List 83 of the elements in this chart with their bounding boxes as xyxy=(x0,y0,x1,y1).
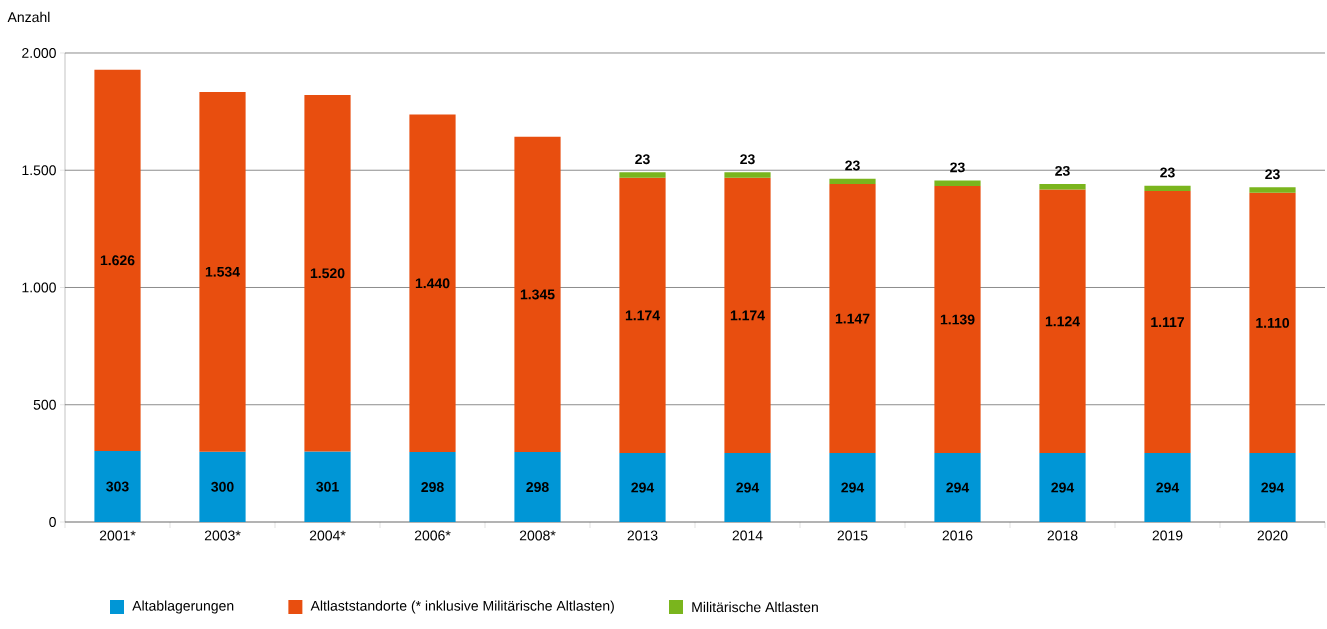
data-label: 298 xyxy=(421,482,444,493)
data-label: 294 xyxy=(946,482,970,493)
data-label: 1.440 xyxy=(415,278,450,289)
bar xyxy=(619,172,666,178)
bar xyxy=(619,453,666,522)
x-tick-label: 2003* xyxy=(204,530,241,541)
data-label: 1.147 xyxy=(835,313,870,324)
bar xyxy=(514,452,561,522)
data-label: 23 xyxy=(950,162,965,173)
bar xyxy=(829,184,876,454)
data-label: 23 xyxy=(635,154,650,165)
legend-label: Altlaststandorte (* inklusive Militärische Altlasten) xyxy=(310,600,614,614)
data-label: 23 xyxy=(1055,165,1070,176)
bar xyxy=(199,91,246,452)
bar xyxy=(829,178,876,185)
data-label: 1.520 xyxy=(310,268,345,279)
data-label: 1.124 xyxy=(1045,316,1080,327)
y-tick-label: 1.000 xyxy=(22,282,56,293)
x-tick-label: 2015 xyxy=(837,530,868,541)
bar xyxy=(1249,187,1296,193)
bar xyxy=(1144,191,1191,454)
bar xyxy=(619,177,666,454)
data-label: 23 xyxy=(845,160,860,171)
bar xyxy=(724,177,771,454)
data-label: 298 xyxy=(526,482,549,493)
bar xyxy=(1039,453,1086,522)
bar xyxy=(1039,184,1086,190)
bar xyxy=(934,185,981,454)
data-label: 300 xyxy=(211,481,234,492)
y-tick-label: 500 xyxy=(33,399,56,410)
bar xyxy=(514,136,561,453)
bar xyxy=(304,451,351,522)
bar xyxy=(724,453,771,522)
bar xyxy=(1249,453,1296,522)
bar xyxy=(1039,189,1086,454)
data-label: 303 xyxy=(106,481,129,492)
data-label: 23 xyxy=(1265,169,1280,180)
data-label: 1.139 xyxy=(940,314,975,325)
data-label: 294 xyxy=(631,482,655,493)
bar xyxy=(724,172,771,178)
data-label: 1.534 xyxy=(205,266,240,277)
bar xyxy=(409,452,456,522)
bar xyxy=(934,453,981,522)
bar xyxy=(1144,453,1191,522)
y-axis-title: Anzahl xyxy=(7,11,50,23)
data-label: 294 xyxy=(1261,482,1285,493)
bar xyxy=(304,94,351,452)
bar xyxy=(1249,192,1296,454)
legend-label: Altablagerungen xyxy=(132,600,234,614)
x-tick-label: 2019 xyxy=(1152,530,1183,541)
bar xyxy=(1144,185,1191,192)
x-tick-label: 2014 xyxy=(732,530,763,541)
x-tick-label: 2020 xyxy=(1257,530,1288,541)
y-tick-label: 1.500 xyxy=(22,165,56,176)
data-label: 1.117 xyxy=(1151,317,1185,327)
legend-label: Militärische Altlasten xyxy=(692,601,818,613)
bar xyxy=(934,180,981,186)
bar xyxy=(829,453,876,522)
x-tick-label: 2001* xyxy=(99,530,136,541)
data-label: 1.626 xyxy=(100,255,135,266)
data-label: 294 xyxy=(1051,482,1075,493)
bar xyxy=(409,114,456,453)
x-tick-label: 2004* xyxy=(309,530,346,541)
data-label: 1.174 xyxy=(730,310,765,321)
data-label: 1.110 xyxy=(1256,317,1290,328)
x-tick-label: 2018 xyxy=(1047,530,1078,541)
y-tick-label: 0 xyxy=(49,517,56,527)
data-label: 294 xyxy=(841,482,865,493)
y-tick-label: 2.000 xyxy=(22,48,56,58)
data-label: 1.174 xyxy=(625,310,660,321)
data-label: 23 xyxy=(1160,167,1175,178)
bar xyxy=(94,450,141,522)
bar xyxy=(94,69,141,451)
bar xyxy=(199,451,246,522)
x-tick-label: 2008* xyxy=(519,530,556,541)
data-label: 23 xyxy=(740,154,755,165)
data-label: 294 xyxy=(1156,482,1180,493)
data-label: 301 xyxy=(316,481,339,492)
data-label: 294 xyxy=(736,482,760,493)
x-tick-label: 2013 xyxy=(627,530,658,541)
x-tick-label: 2006* xyxy=(414,530,451,541)
x-tick-label: 2016 xyxy=(942,530,973,541)
data-label: 1.345 xyxy=(520,289,555,300)
